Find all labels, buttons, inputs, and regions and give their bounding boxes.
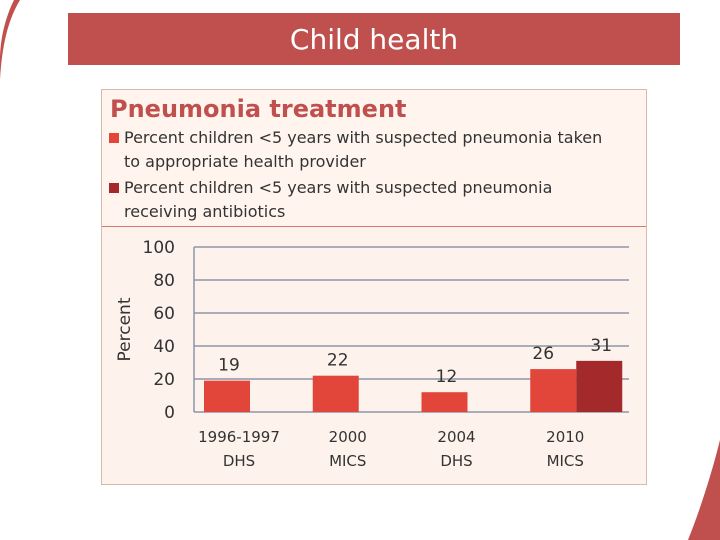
y-axis-label: Percent (115, 297, 135, 361)
chart-header: Pneumonia treatment Percent children <5 … (102, 90, 646, 227)
y-tick-label: 100 (143, 238, 175, 258)
chart-card: Pneumonia treatment Percent children <5 … (101, 89, 647, 485)
y-tick-label: 20 (153, 370, 175, 390)
bar (421, 392, 468, 412)
x-tick-label: MICS (547, 452, 584, 470)
x-tick-label: 2000 (329, 428, 367, 446)
legend-item-provider: Percent children <5 years with suspected… (124, 126, 624, 174)
bar (530, 369, 577, 412)
bar (312, 375, 359, 412)
legend-swatch-provider (109, 133, 119, 143)
slide-title-bar: Child health (68, 13, 680, 65)
x-tick-label: DHS (440, 452, 472, 470)
legend-label-provider-line1: Percent children <5 years with suspected… (124, 128, 603, 147)
y-tick-label: 60 (153, 304, 175, 324)
data-label: 22 (327, 351, 349, 371)
decorative-swoosh-right (688, 440, 720, 540)
legend-label-antibiotics-line1: Percent children <5 years with suspected… (124, 178, 553, 197)
bar (204, 380, 250, 412)
data-label: 12 (436, 367, 458, 387)
x-tick-label: 2010 (546, 428, 584, 446)
data-label: 19 (218, 356, 240, 376)
y-tick-label: 80 (153, 271, 175, 291)
chart-title: Pneumonia treatment (110, 95, 407, 123)
data-label: 26 (532, 344, 554, 364)
decorative-swoosh-left (0, 0, 20, 80)
y-tick-label: 40 (153, 337, 175, 357)
legend-label-antibiotics-line2: receiving antibiotics (124, 202, 286, 221)
data-label: 31 (590, 336, 612, 356)
x-tick-label: DHS (223, 452, 255, 470)
y-tick-label: 0 (164, 403, 175, 423)
legend-label-provider-line2: to appropriate health provider (124, 152, 366, 171)
bar (576, 360, 623, 412)
bar-chart-plot: 0 20 40 60 80 100 Percent 19 1996-1997 DHS 22 2000 M… (115, 238, 629, 470)
x-tick-label: MICS (329, 452, 366, 470)
x-tick-label: 2004 (437, 428, 475, 446)
x-tick-label: 1996-1997 (198, 428, 280, 446)
legend-item-antibiotics: Percent children <5 years with suspected… (124, 176, 624, 224)
legend-swatch-antibiotics (109, 183, 119, 193)
slide-title: Child health (289, 22, 459, 56)
